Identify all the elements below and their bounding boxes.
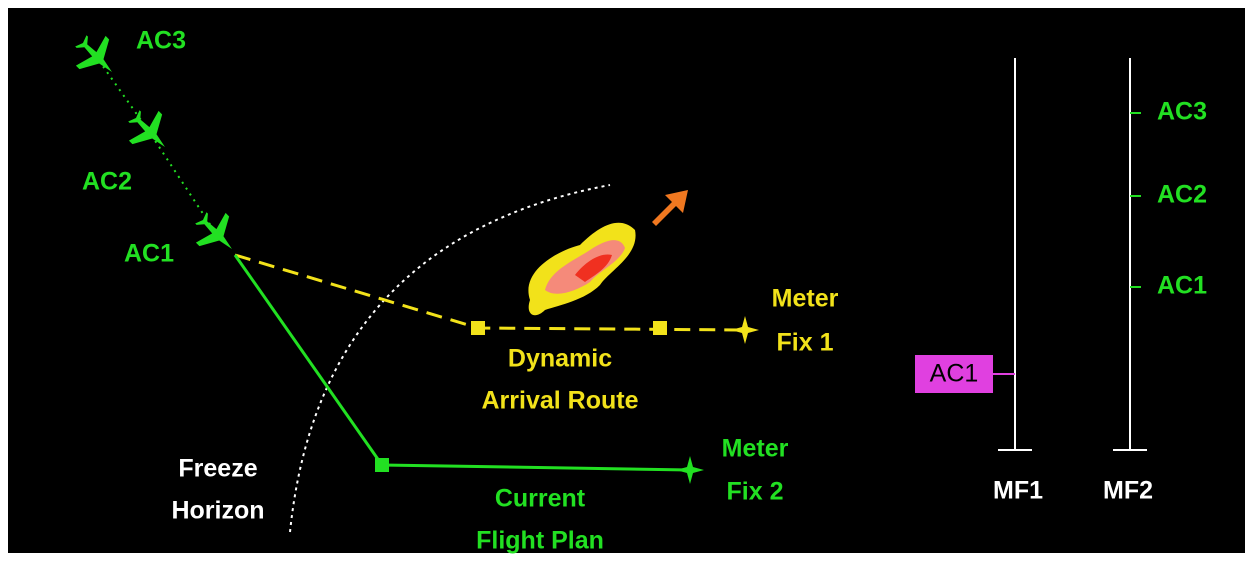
- plan-waypoint: [375, 458, 389, 472]
- aircraft-label: AC3: [136, 27, 186, 55]
- plan-label: Current: [495, 485, 586, 513]
- meter-fix-label: Meter: [772, 285, 839, 313]
- timeline-entry: AC3: [1157, 98, 1207, 126]
- meter-fix-label: Meter: [722, 435, 789, 463]
- route-waypoint: [471, 321, 485, 335]
- timeline-entry: AC1: [930, 360, 979, 388]
- timeline-label: MF1: [993, 477, 1043, 505]
- route-label: Arrival Route: [482, 387, 639, 415]
- aircraft-label: AC1: [124, 240, 174, 268]
- aircraft-label: AC2: [82, 168, 132, 196]
- route-label: Dynamic: [508, 345, 612, 373]
- timeline-entry: AC2: [1157, 181, 1207, 209]
- freeze-horizon-label: Freeze: [178, 455, 257, 483]
- freeze-horizon-label: Horizon: [171, 497, 264, 525]
- meter-fix-label: Fix 1: [777, 329, 834, 357]
- diagram: AC3 AC2 AC1 Meter Fix 1 Dynamic Arrival …: [0, 0, 1253, 561]
- route-waypoint: [653, 321, 667, 335]
- plan-label: Flight Plan: [476, 527, 604, 555]
- meter-fix-label: Fix 2: [727, 478, 784, 506]
- timeline-label: MF2: [1103, 477, 1153, 505]
- timeline-entry: AC1: [1157, 272, 1207, 300]
